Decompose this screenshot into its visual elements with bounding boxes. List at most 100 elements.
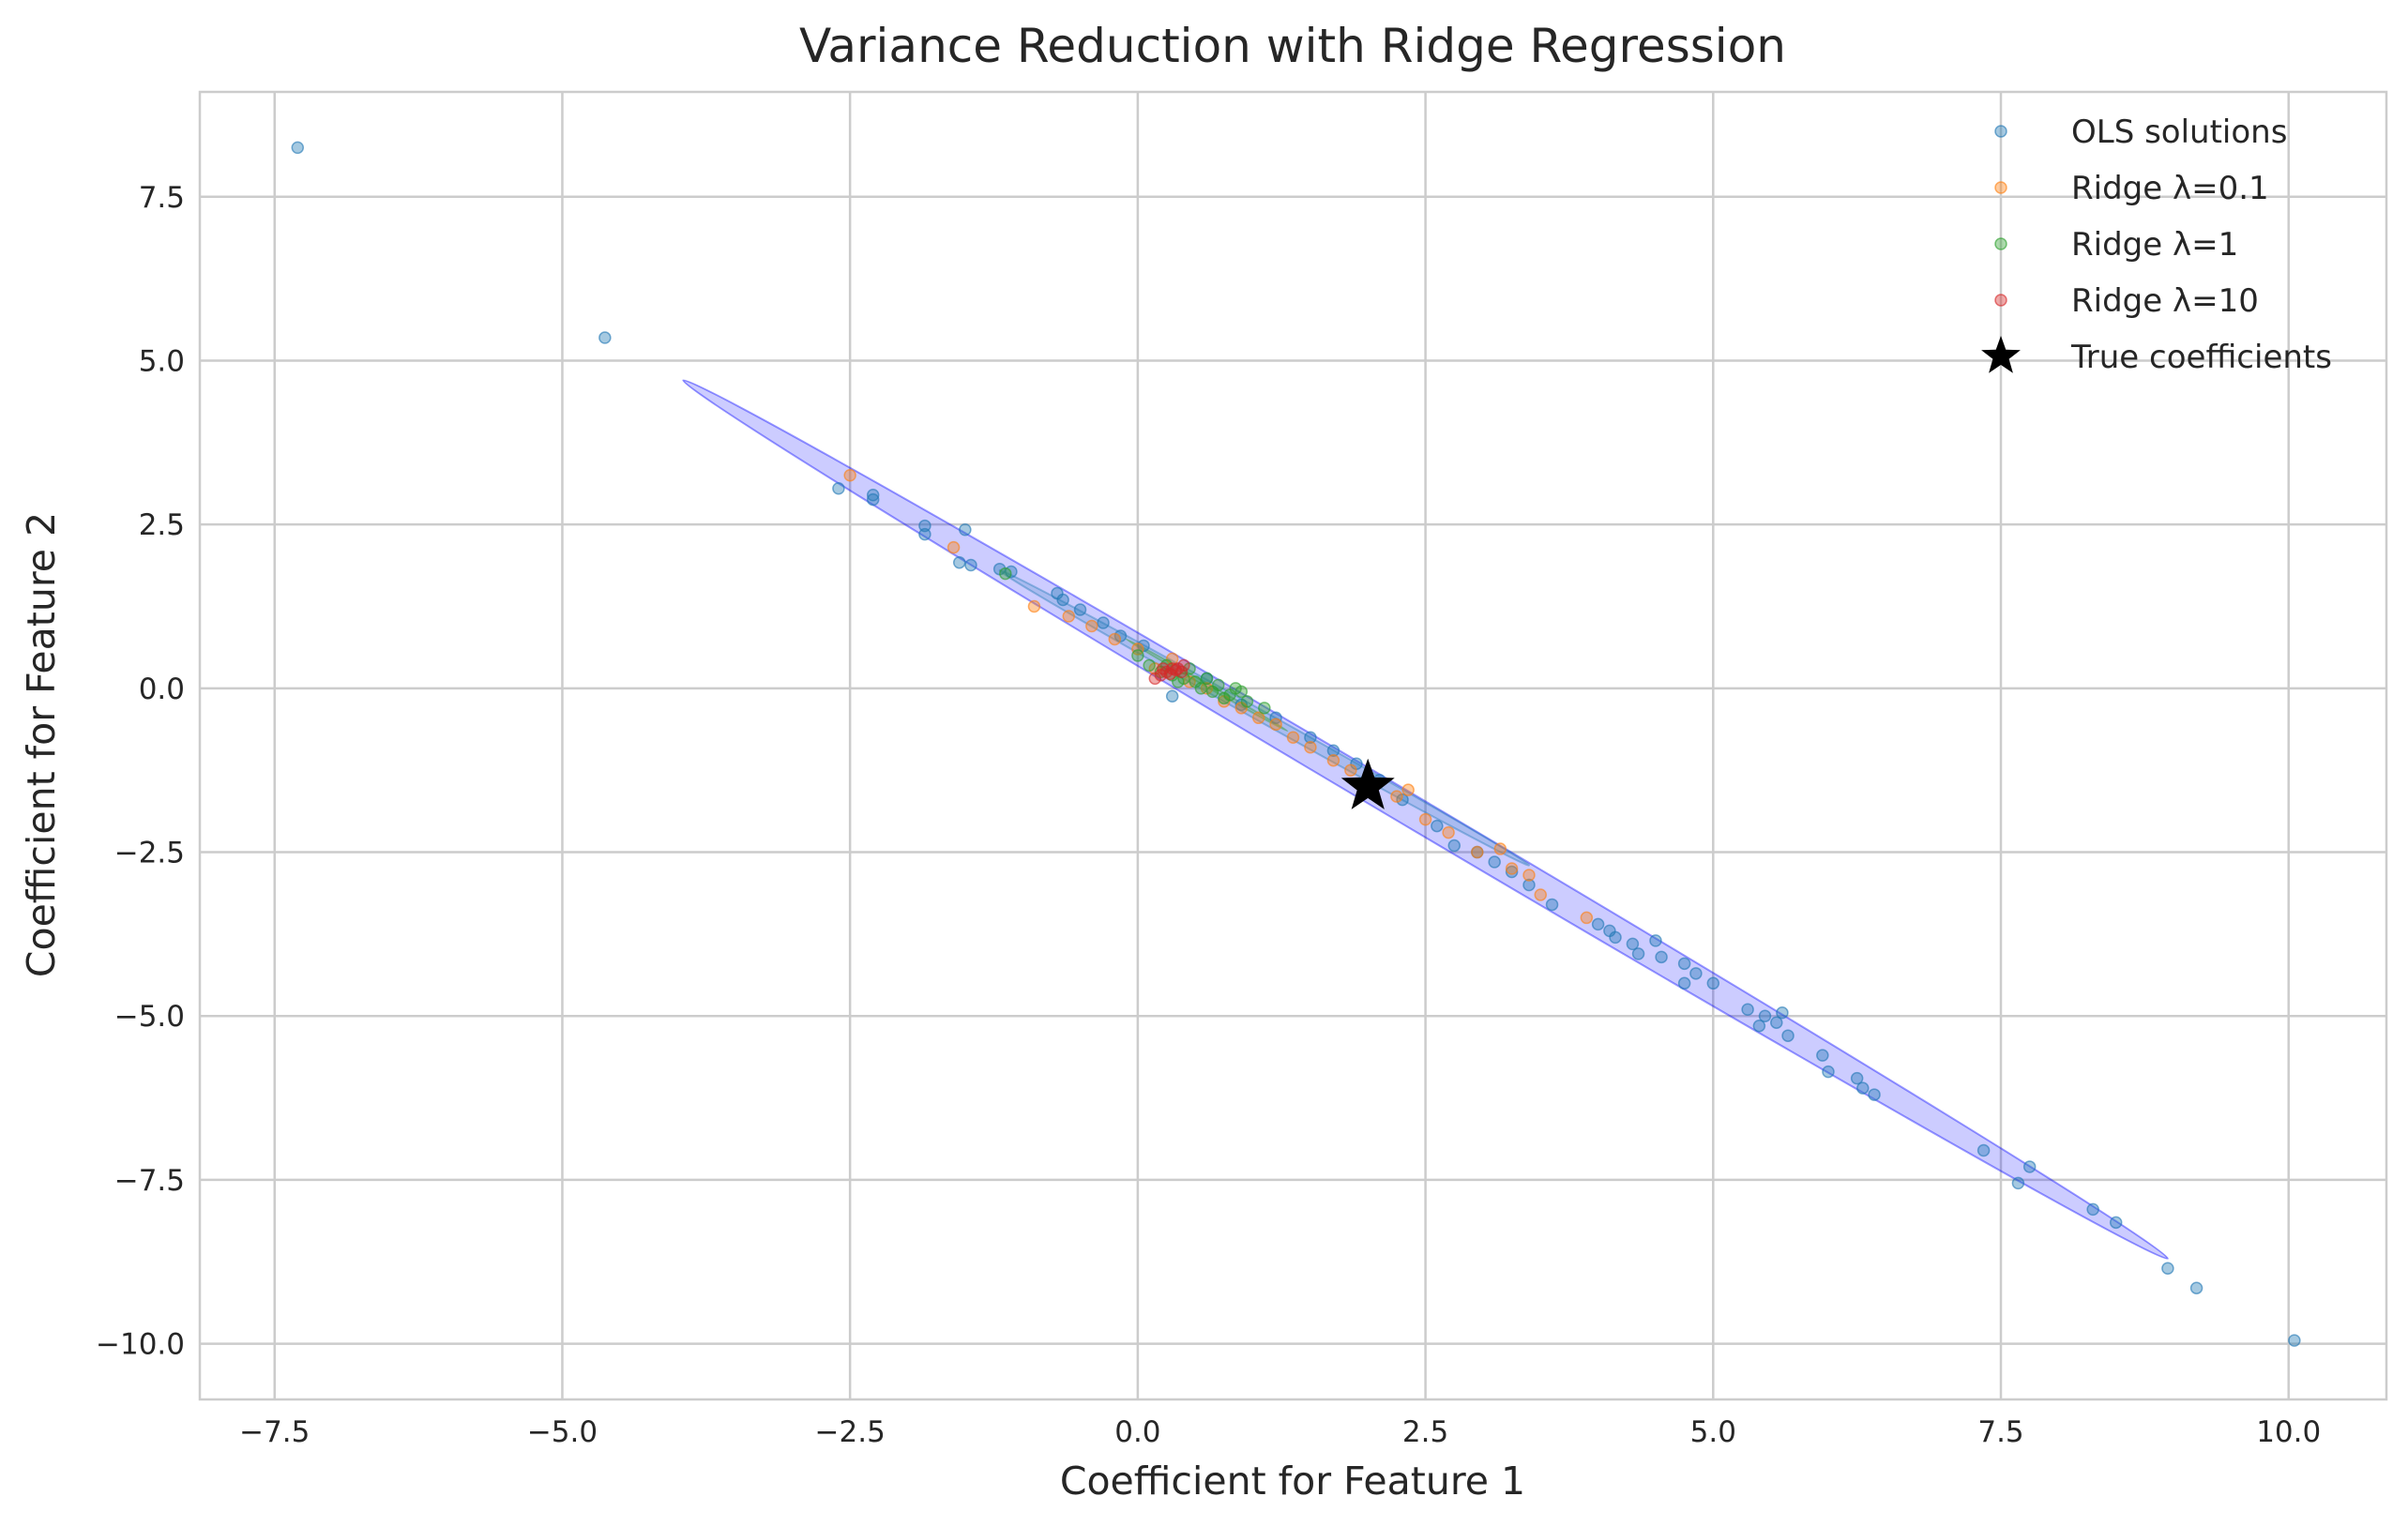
true-coefficient-star [1340,758,1395,809]
data-point [1240,695,1254,708]
legend-marker [1994,237,2007,250]
y-axis-label: Coefficient for Feature 2 [19,512,64,977]
y-tick-labels: 7.5 5.0 2.5 0.0 −2.5 −5.0 −7.5 −10.0 [96,181,185,1362]
data-point [1200,672,1214,686]
data-point [1447,839,1461,853]
y-tick-label: −10.0 [96,1328,185,1362]
y-tick-label: −2.5 [114,837,185,870]
data-point [1431,819,1444,833]
data-point [1258,702,1271,715]
data-point [1269,711,1282,725]
data-point [1056,593,1069,607]
data-points [291,141,2301,1347]
data-point [1816,1049,1829,1062]
data-point [1856,1081,1870,1095]
data-point [1522,878,1536,892]
data-point [1097,616,1110,629]
x-axis-label: Coefficient for Feature 1 [1060,1459,1525,1504]
data-point [1776,1005,1789,1020]
data-point [964,558,977,572]
data-point [1085,619,1098,633]
legend-label: Ridge λ=1 [2071,226,2238,264]
data-point [1752,1019,1766,1033]
data-point [1251,711,1265,725]
x-tick-label: 0.0 [1114,1415,1160,1449]
grid [200,92,2386,1399]
legend: OLS solutions Ridge λ=0.1 Ridge λ=1 Ridge λ… [1981,113,2332,376]
confidence-ellipse [682,379,2169,1260]
x-tick-label: −5.0 [527,1415,598,1449]
data-point [2086,1202,2099,1217]
data-point [1269,718,1282,732]
data-point [918,527,931,541]
legend-marker-star [1981,336,2021,373]
data-point [866,492,880,506]
data-point [1649,934,1662,947]
data-point [947,540,961,554]
data-point [1677,957,1691,971]
data-point [1591,917,1605,931]
data-point [1148,672,1162,686]
x-tick-label: 10.0 [2256,1415,2321,1449]
data-point [1471,845,1484,859]
data-point [1390,790,1403,803]
data-point [2288,1334,2301,1347]
data-point [1631,947,1645,960]
data-point [832,481,845,495]
data-point [1822,1065,1835,1079]
data-point [1689,967,1703,980]
y-tick-label: −7.5 [114,1164,185,1198]
data-point [1522,869,1536,882]
data-point [1344,764,1357,777]
data-point [1174,665,1189,679]
data-point [2109,1216,2123,1230]
data-point [598,331,612,344]
data-point [918,519,931,533]
x-tick-labels: −7.5 −5.0 −2.5 0.0 2.5 5.0 7.5 10.0 [239,1415,2321,1449]
data-point [1493,842,1507,855]
y-tick-label: 5.0 [139,344,185,378]
data-point [1304,731,1317,745]
data-point [1131,649,1144,662]
data-point [1741,1003,1754,1016]
y-tick-label: 7.5 [139,181,185,215]
data-point [1609,930,1622,945]
data-point [866,488,880,502]
y-tick-label: 0.0 [139,673,185,706]
data-point [1868,1088,1881,1101]
data-point [1442,825,1455,839]
data-point [1027,599,1041,613]
x-tick-label: 5.0 [1690,1415,1736,1449]
data-point [999,567,1012,581]
data-point [1143,658,1156,673]
data-point [1976,1143,1991,1157]
data-point [1706,976,1720,990]
legend-marker [1994,181,2007,194]
data-point [1286,731,1300,745]
chart-title: Variance Reduction with Ridge Regression [799,19,1786,73]
data-point [952,555,966,569]
data-point [1326,744,1340,757]
y-tick-label: −5.0 [114,1000,185,1034]
data-point [843,469,856,482]
data-point [1218,691,1231,705]
data-point [291,141,305,155]
data-point [1234,685,1249,699]
legend-label: OLS solutions [2071,113,2287,151]
data-point [1781,1029,1795,1042]
data-point [1194,682,1208,695]
x-tick-label: 2.5 [1402,1415,1448,1449]
data-point [1488,855,1501,869]
x-tick-label: 7.5 [1977,1415,2023,1449]
data-point [1655,950,1668,964]
data-point [1062,610,1076,623]
data-point [1626,937,1640,951]
data-point [1850,1071,1864,1085]
data-point [1165,689,1179,703]
y-tick-label: 2.5 [139,508,185,542]
data-point [1401,783,1415,796]
data-point [1108,632,1122,646]
data-point [1131,643,1144,656]
data-point [1418,812,1432,826]
